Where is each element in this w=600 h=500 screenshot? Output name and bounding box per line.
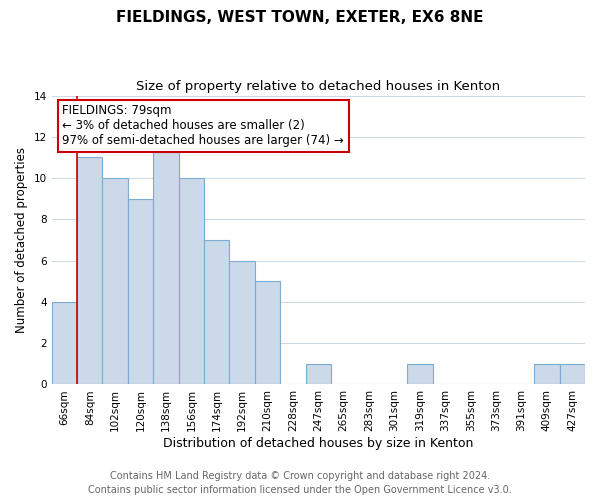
Bar xyxy=(179,178,204,384)
Text: Contains HM Land Registry data © Crown copyright and database right 2024.
Contai: Contains HM Land Registry data © Crown c… xyxy=(88,471,512,495)
Bar xyxy=(255,282,280,385)
Title: Size of property relative to detached houses in Kenton: Size of property relative to detached ho… xyxy=(136,80,500,93)
Bar xyxy=(407,364,433,384)
Bar xyxy=(204,240,229,384)
Bar xyxy=(534,364,560,384)
Bar xyxy=(229,260,255,384)
Bar xyxy=(153,137,179,384)
Bar xyxy=(103,178,128,384)
Bar xyxy=(560,364,585,384)
Text: FIELDINGS, WEST TOWN, EXETER, EX6 8NE: FIELDINGS, WEST TOWN, EXETER, EX6 8NE xyxy=(116,10,484,25)
Bar xyxy=(52,302,77,384)
Bar xyxy=(77,158,103,384)
Y-axis label: Number of detached properties: Number of detached properties xyxy=(15,147,28,333)
X-axis label: Distribution of detached houses by size in Kenton: Distribution of detached houses by size … xyxy=(163,437,473,450)
Text: FIELDINGS: 79sqm
← 3% of detached houses are smaller (2)
97% of semi-detached ho: FIELDINGS: 79sqm ← 3% of detached houses… xyxy=(62,104,344,147)
Bar xyxy=(305,364,331,384)
Bar xyxy=(128,198,153,384)
